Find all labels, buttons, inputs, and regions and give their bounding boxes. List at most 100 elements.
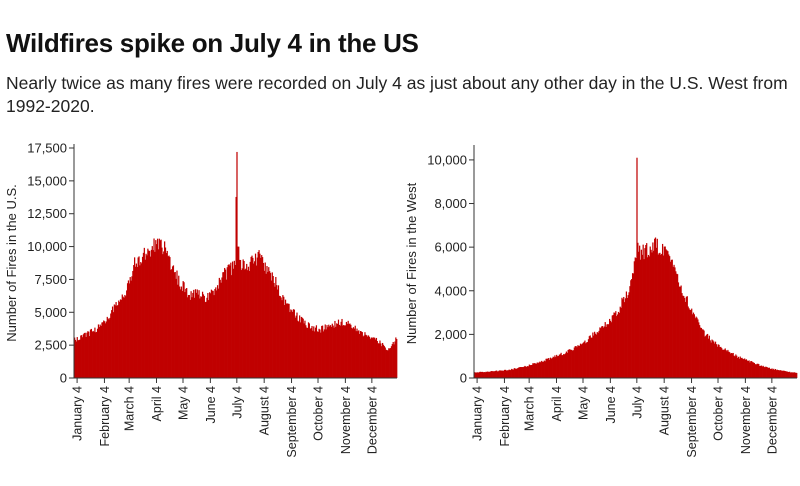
west-bar: [607, 324, 609, 378]
west-bar: [747, 360, 749, 378]
us-bar: [280, 297, 282, 378]
us-bar: [243, 261, 245, 378]
us-bar: [244, 269, 246, 378]
west-bar: [561, 355, 563, 378]
west-x-tick-label: February 4: [498, 386, 512, 446]
west-bar: [609, 318, 611, 378]
west-bar: [653, 250, 655, 378]
us-bar: [81, 337, 84, 378]
us-bar: [271, 272, 273, 378]
west-bar: [599, 327, 601, 378]
us-bar: [164, 241, 166, 378]
west-bar: [764, 367, 766, 378]
us-bar: [359, 333, 361, 378]
us-bar: [96, 331, 98, 378]
us-bar: [175, 278, 177, 378]
us-bar: [210, 289, 213, 378]
west-bar: [617, 311, 620, 378]
us-bar: [380, 343, 382, 378]
us-bar: [241, 268, 243, 378]
us-bar: [89, 336, 91, 378]
us-bar: [294, 317, 296, 378]
west-bar: [634, 257, 636, 378]
us-bar: [89, 329, 92, 378]
us-bar: [165, 253, 168, 378]
us-y-tick-label: 7,500: [34, 272, 67, 287]
us-bar: [230, 262, 232, 378]
us-bar: [250, 256, 252, 378]
west-bar: [571, 350, 574, 378]
west-bar: [652, 242, 654, 378]
west-x-tick-label: June 4: [604, 386, 618, 424]
west-bar: [646, 257, 649, 378]
us-bars: [74, 151, 398, 378]
west-bar: [579, 345, 581, 378]
west-bar: [730, 353, 733, 378]
west-bar: [738, 358, 740, 378]
us-bar: [276, 285, 278, 378]
us-bar: [349, 323, 351, 378]
us-bar: [224, 267, 226, 378]
us-bar: [290, 309, 292, 378]
west-bar: [534, 363, 537, 378]
west-bar: [751, 361, 753, 378]
us-bar: [385, 349, 387, 378]
west-bar: [613, 312, 615, 378]
us-bar: [278, 295, 280, 378]
us-bar: [228, 264, 230, 378]
us-bar: [272, 276, 274, 378]
west-bar: [545, 358, 547, 378]
us-bar: [126, 283, 129, 378]
west-bar: [519, 367, 521, 378]
west-bar: [685, 296, 688, 378]
west-bar: [698, 322, 700, 378]
us-bar: [158, 238, 160, 378]
west-bar: [563, 353, 565, 378]
us-x-tick-label: August 4: [258, 386, 272, 435]
us-bar: [393, 344, 395, 378]
us-bar: [106, 316, 108, 378]
us-bar: [375, 337, 378, 378]
west-bar: [715, 344, 718, 378]
us-y-tick-label: 17,500: [27, 141, 67, 156]
us-bar: [85, 336, 87, 378]
us-bar: [176, 270, 178, 378]
us-bar: [254, 253, 257, 378]
us-bar: [86, 332, 88, 378]
us-bar: [229, 265, 231, 378]
west-bar: [616, 316, 618, 378]
us-bar: [328, 324, 330, 378]
us-bar: [77, 340, 79, 378]
us-bar: [147, 248, 149, 378]
us-bar: [134, 257, 136, 378]
us-bar: [124, 294, 126, 378]
west-bar: [558, 354, 560, 378]
us-bar: [284, 305, 286, 378]
us-bar: [111, 310, 113, 378]
us-bar: [161, 247, 163, 378]
us-bar: [133, 265, 135, 378]
west-bar: [598, 330, 600, 378]
west-bar: [639, 245, 641, 378]
west-bar: [739, 356, 741, 378]
us-bar: [396, 339, 398, 378]
us-bar: [130, 280, 132, 378]
west-bar: [647, 254, 650, 378]
west-bar: [674, 267, 676, 378]
us-bar: [177, 284, 179, 378]
west-bar: [600, 328, 602, 378]
us-bar: [297, 320, 299, 378]
us-x-tick-label: April 4: [150, 386, 164, 421]
west-bar: [641, 254, 643, 378]
west-bar: [731, 353, 733, 378]
west-x-tick-label: April 4: [550, 386, 564, 421]
us-bar: [239, 260, 242, 378]
us-bar: [364, 332, 366, 378]
west-bar: [627, 295, 629, 378]
us-bar: [193, 289, 195, 378]
us-bar: [348, 323, 350, 378]
west-bar: [602, 327, 605, 378]
us-bar: [198, 290, 200, 378]
us-bar: [296, 312, 298, 378]
us-bar: [369, 339, 371, 378]
